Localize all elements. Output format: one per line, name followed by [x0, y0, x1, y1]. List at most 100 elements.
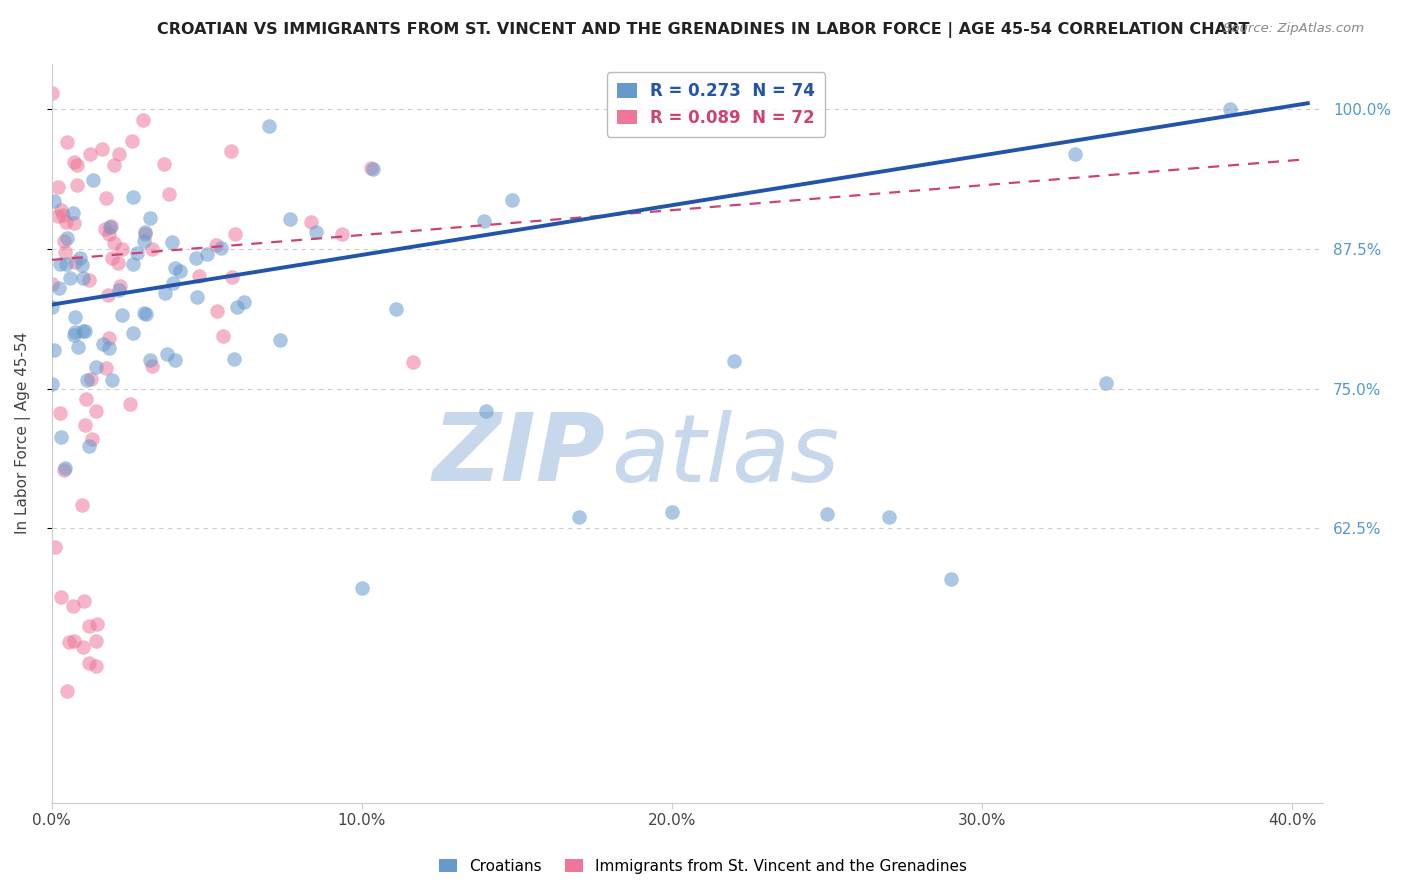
Legend: R = 0.273  N = 74, R = 0.089  N = 72: R = 0.273 N = 74, R = 0.089 N = 72 [607, 72, 825, 136]
Point [103, 236, 125, 251]
Point [98, 330, 121, 344]
Point [157, 186, 180, 201]
Point [84, 359, 107, 374]
Point [195, 247, 218, 261]
Point [41, 277, 63, 292]
Point [135, 307, 157, 321]
Point [69, 252, 91, 266]
Point [52, 208, 75, 222]
Point [141, 242, 163, 256]
Point [108, 283, 131, 297]
Point [94, 191, 117, 205]
Point [100, 219, 122, 233]
Point [98, 227, 121, 241]
Point [360, 161, 382, 175]
Point [51, 591, 73, 605]
Point [77, 618, 100, 632]
Point [66, 158, 89, 172]
Point [1064, 146, 1087, 161]
Point [72, 325, 94, 339]
Point [62, 599, 84, 614]
Point [58, 635, 80, 649]
Point [209, 241, 232, 255]
Point [100, 219, 122, 234]
Point [219, 145, 242, 159]
Point [162, 276, 184, 290]
Point [121, 134, 143, 148]
Point [55, 461, 77, 475]
Point [224, 227, 246, 241]
Point [62, 206, 84, 220]
Text: atlas: atlas [612, 410, 839, 501]
Point [63, 633, 86, 648]
Text: CROATIAN VS IMMIGRANTS FROM ST. VINCENT AND THE GRENADINES IN LABOR FORCE | AGE : CROATIAN VS IMMIGRANTS FROM ST. VINCENT … [156, 22, 1250, 38]
Point [186, 290, 208, 304]
Point [66, 340, 89, 354]
Point [62, 155, 84, 169]
Point [475, 404, 498, 418]
Point [111, 308, 134, 322]
Point [41, 86, 63, 100]
Point [186, 251, 208, 265]
Point [63, 327, 86, 342]
Point [97, 341, 120, 355]
Point [134, 225, 156, 239]
Point [91, 337, 114, 351]
Point [1095, 376, 1118, 390]
Point [86, 617, 108, 632]
Point [41, 301, 63, 315]
Point [82, 173, 104, 187]
Point [330, 227, 353, 241]
Point [100, 373, 122, 387]
Point [49, 257, 72, 271]
Point [77, 439, 100, 453]
Point [94, 361, 117, 376]
Point [70, 498, 93, 512]
Point [72, 640, 94, 655]
Point [97, 288, 120, 302]
Point [568, 510, 591, 524]
Point [222, 352, 245, 367]
Y-axis label: In Labor Force | Age 45-54: In Labor Force | Age 45-54 [15, 332, 31, 534]
Point [79, 146, 101, 161]
Point [132, 113, 155, 128]
Point [162, 235, 184, 250]
Point [56, 683, 79, 698]
Point [63, 310, 86, 324]
Point [108, 279, 131, 293]
Point [70, 258, 93, 272]
Point [402, 355, 425, 369]
Point [165, 260, 187, 275]
Point [212, 328, 235, 343]
Point [361, 161, 384, 176]
Point [46, 180, 69, 194]
Point [76, 373, 98, 387]
Point [939, 572, 962, 586]
Point [134, 227, 156, 241]
Point [84, 634, 107, 648]
Point [118, 397, 141, 411]
Point [163, 352, 186, 367]
Point [1219, 102, 1241, 116]
Point [221, 269, 243, 284]
Point [48, 406, 70, 420]
Point [141, 359, 163, 373]
Point [232, 295, 254, 310]
Text: ZIP: ZIP [432, 409, 605, 501]
Text: Source: ZipAtlas.com: Source: ZipAtlas.com [1223, 22, 1364, 36]
Point [723, 353, 745, 368]
Point [79, 372, 101, 386]
Point [49, 202, 72, 217]
Point [77, 656, 100, 670]
Point [269, 333, 291, 347]
Point [384, 302, 406, 317]
Point [63, 325, 86, 339]
Point [225, 300, 247, 314]
Point [42, 194, 65, 209]
Point [122, 190, 145, 204]
Point [125, 246, 148, 260]
Point [59, 271, 82, 285]
Point [132, 306, 155, 320]
Point [205, 238, 228, 252]
Point [205, 304, 228, 318]
